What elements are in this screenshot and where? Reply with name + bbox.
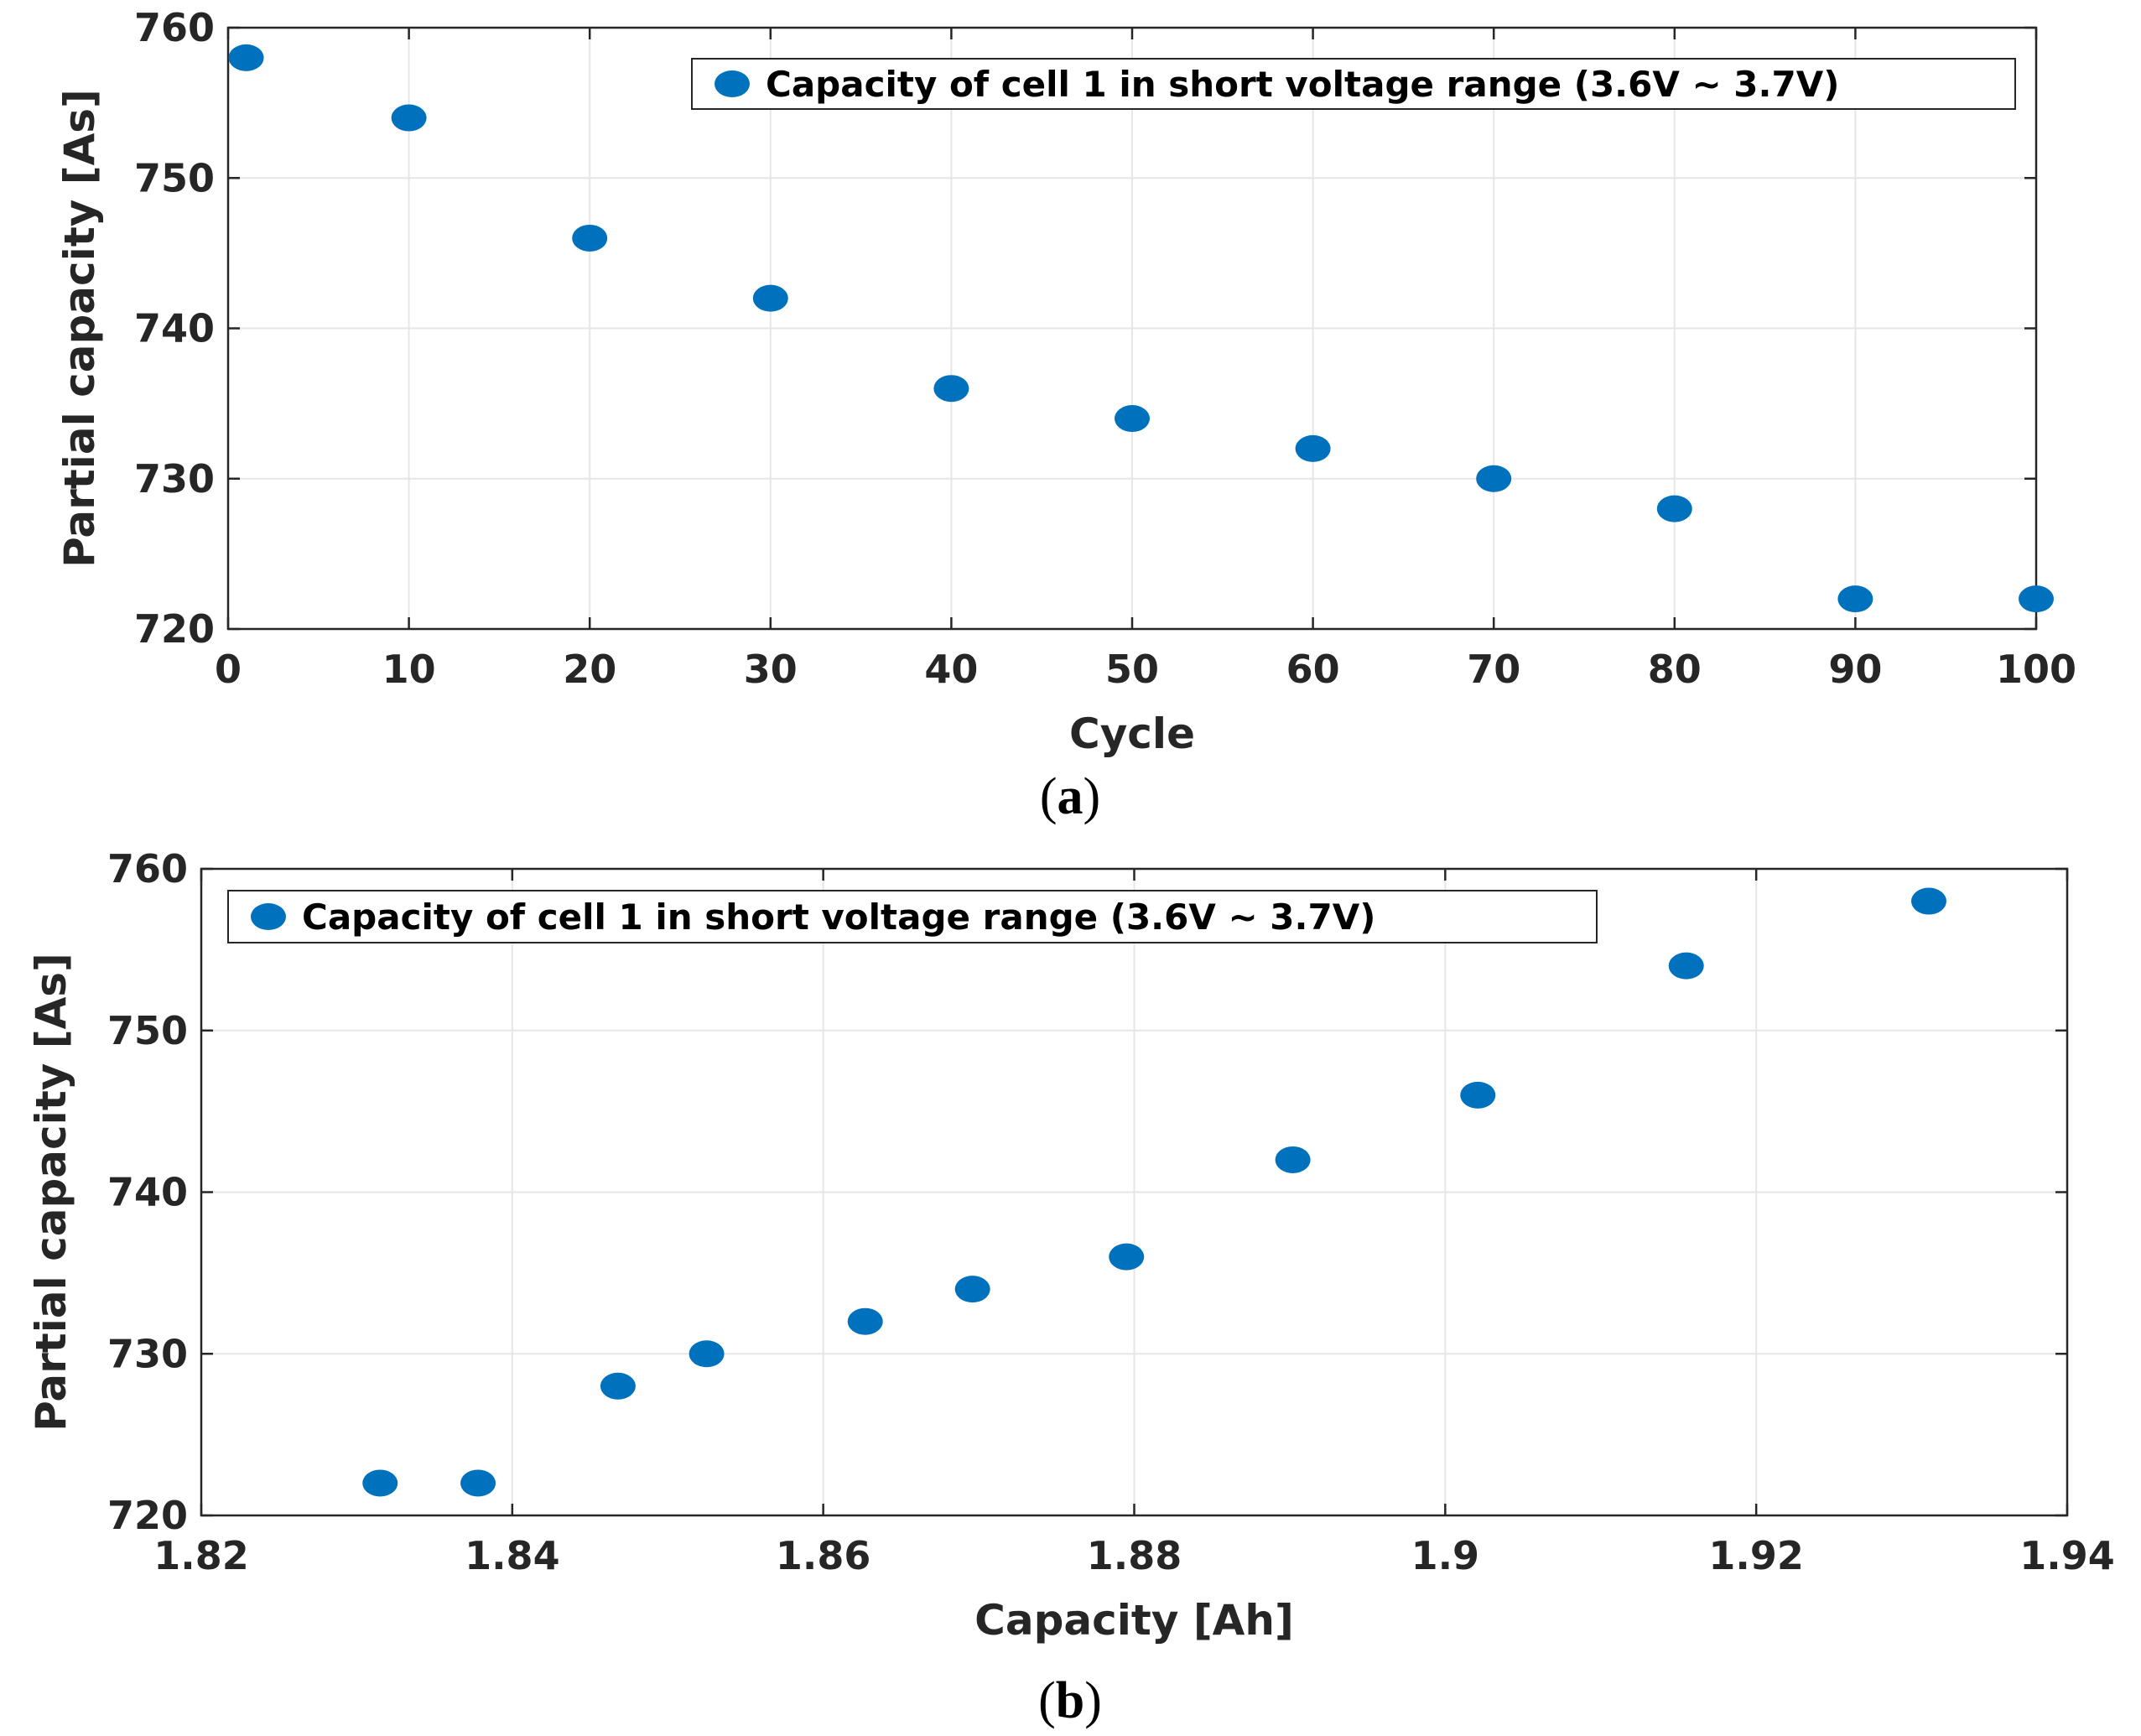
- data-point: [1837, 585, 1873, 613]
- data-point: [1275, 1146, 1311, 1173]
- chart-b: 1.82 1.84 1.86 1.88 1.9 1.92 1.94 720 730 740 750 7…: [27, 846, 2115, 1645]
- x-tick-label: 50: [1105, 647, 1159, 692]
- legend-box: [227, 890, 1598, 943]
- data-point: [1115, 405, 1150, 433]
- data-point: [1910, 887, 1946, 915]
- y-tick-label: 750: [134, 155, 215, 200]
- data-point: [847, 1307, 883, 1335]
- x-tick-label: 100: [1996, 647, 2076, 692]
- legend-box: [691, 58, 2016, 110]
- y-axis-label: Partial capacity [As]: [55, 89, 104, 568]
- y-axis-label: Partial capacity [As]: [27, 953, 75, 1432]
- legend-marker: [715, 70, 750, 97]
- data-point: [460, 1469, 496, 1497]
- y-tick-label: 740: [134, 306, 215, 351]
- x-tick-label: 1.92: [1708, 1533, 1804, 1578]
- y-tick-label: 720: [134, 606, 215, 652]
- legend-label: Capacity of cell 1 in short voltage rang…: [766, 64, 1839, 105]
- data-point: [572, 224, 608, 252]
- legend-marker: [251, 903, 286, 930]
- data-point: [752, 284, 788, 312]
- x-tick-label: 0: [215, 647, 242, 692]
- y-tick-label: 750: [107, 1008, 188, 1053]
- data-point: [362, 1469, 398, 1497]
- data-point: [1656, 495, 1692, 522]
- x-axis-label: Cycle: [1069, 709, 1195, 758]
- x-tick-label: 1.9: [1411, 1533, 1480, 1578]
- data-point: [391, 104, 427, 132]
- x-tick-label: 40: [924, 647, 978, 692]
- y-tick-label: 760: [107, 846, 188, 891]
- data-point: [1460, 1081, 1496, 1109]
- x-tick-label: 1.86: [776, 1533, 871, 1578]
- x-tick-label: 70: [1467, 647, 1520, 692]
- x-tick-label: 1.82: [153, 1533, 249, 1578]
- y-tick-label: 720: [107, 1493, 188, 1538]
- data-point: [1295, 434, 1331, 462]
- data-point: [689, 1340, 725, 1368]
- y-tick-label: 730: [134, 456, 215, 502]
- legend-label: Capacity of cell 1 in short voltage rang…: [302, 897, 1375, 938]
- panel-caption-a: (a): [1040, 768, 1100, 825]
- panel-caption-b: (b): [1038, 1672, 1102, 1729]
- x-tick-label: 90: [1828, 647, 1882, 692]
- x-tick-label: 10: [382, 647, 436, 692]
- x-tick-label: 20: [563, 647, 616, 692]
- y-tick-label: 760: [134, 5, 215, 50]
- data-point: [933, 375, 969, 403]
- x-tick-label: 80: [1648, 647, 1702, 692]
- data-point: [2019, 585, 2054, 613]
- x-tick-label: 1.88: [1087, 1533, 1182, 1578]
- data-point: [954, 1276, 990, 1303]
- chart-a: 0 10 20 30 40 50 60 70 80 90 100 720 730 740 750 760 Cyc…: [55, 5, 2076, 758]
- x-axis-label: Capacity [Ah]: [974, 1596, 1294, 1645]
- x-tick-label: 30: [744, 647, 798, 692]
- x-tick-label: 60: [1286, 647, 1340, 692]
- data-point: [228, 44, 264, 71]
- data-point: [1476, 465, 1512, 492]
- y-tick-label: 730: [107, 1331, 188, 1376]
- data-point: [600, 1372, 636, 1400]
- y-tick-label: 740: [107, 1170, 188, 1215]
- x-tick-label: 1.84: [465, 1533, 560, 1578]
- x-tick-label: 1.94: [2019, 1533, 2115, 1578]
- data-point: [1668, 952, 1704, 980]
- data-point: [1109, 1243, 1145, 1271]
